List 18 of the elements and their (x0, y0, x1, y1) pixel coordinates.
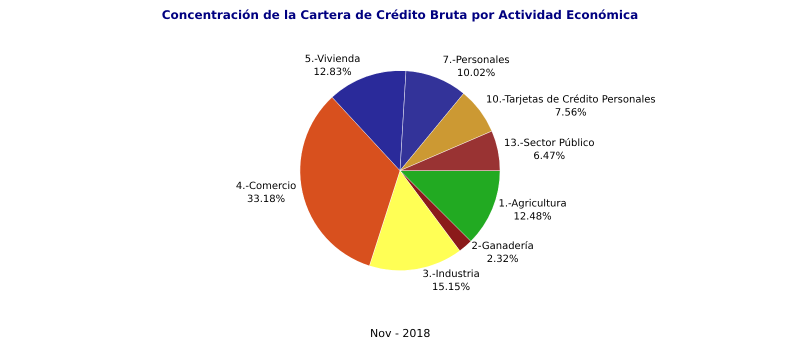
data-label: 7.56% (554, 107, 587, 118)
data-label: 6.47% (533, 150, 566, 162)
slice-label: 10.-Tarjetas de Crédito Personales (486, 94, 656, 106)
text: Nov - 2018 (370, 327, 430, 340)
slice-label: 2-Ganadería (472, 241, 534, 252)
data-label: 15.15% (432, 282, 470, 294)
slice-label: 5.-Vivienda (304, 54, 360, 65)
slice-label: 3.-Industria (422, 269, 480, 280)
data-label: 12.48% (513, 212, 552, 223)
data-label: 33.18% (247, 194, 286, 205)
chart-title: Concentración de la Cartera de Crédito Bruta por Actividad Económica (162, 8, 638, 22)
slice-label: 13.-Sector Público (504, 138, 595, 149)
data-label: 12.83% (313, 66, 352, 78)
slice-label: 1.-Agricultura (498, 198, 567, 210)
data-label: 2.32% (486, 254, 518, 266)
data-label: 10.02% (457, 68, 496, 80)
slice-label: 7.-Personales (442, 55, 510, 66)
slice-label: 4.-Comercio (236, 180, 296, 192)
